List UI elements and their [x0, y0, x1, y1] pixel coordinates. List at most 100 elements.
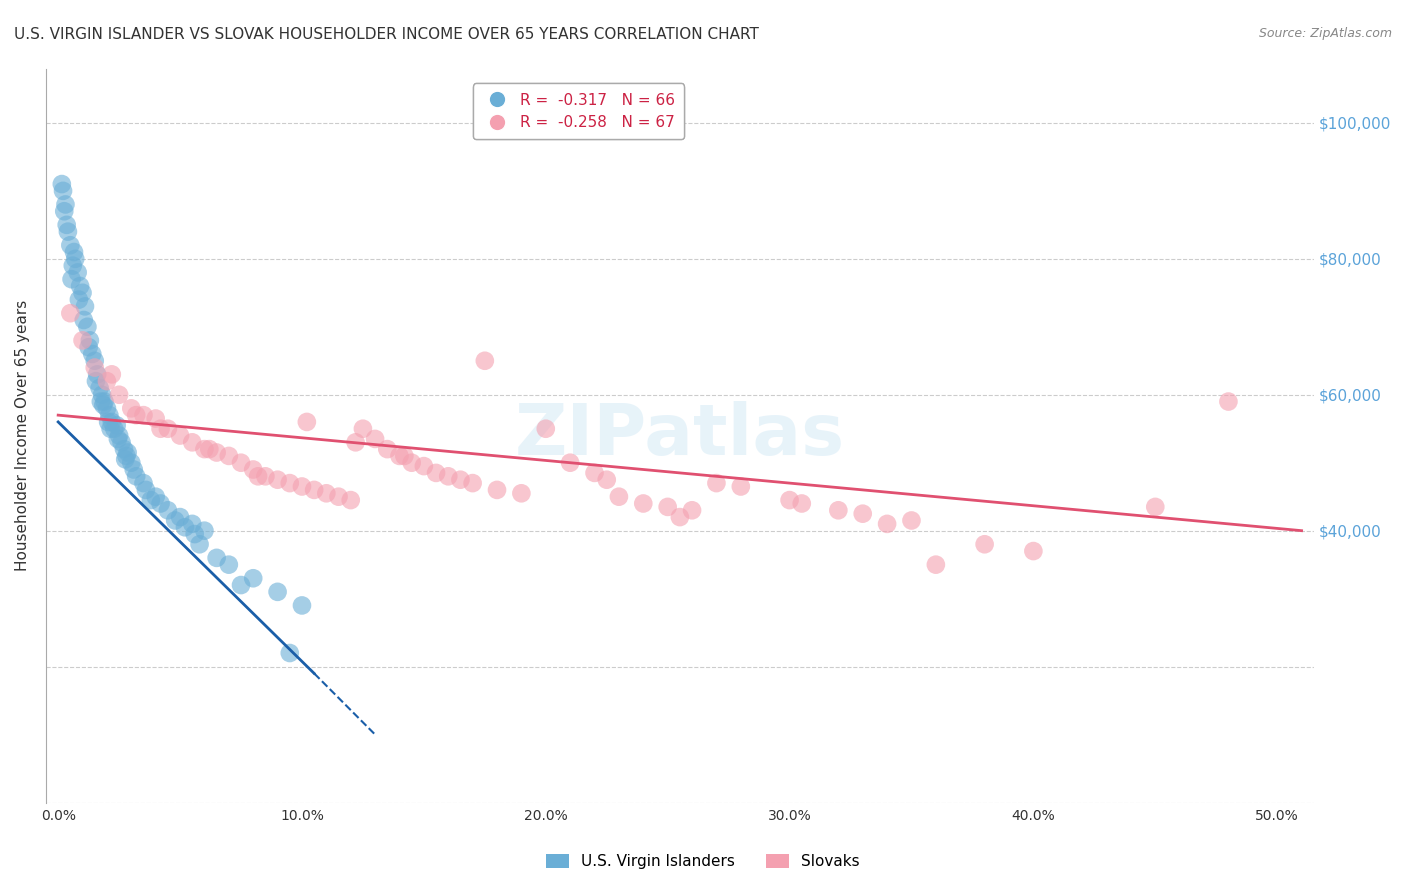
- Point: [96, 374, 118, 388]
- Point: [65, 252, 87, 266]
- Point: [229, 578, 252, 592]
- Point: [254, 469, 277, 483]
- Point: [375, 442, 398, 456]
- Point: [315, 486, 337, 500]
- Point: [83, 353, 105, 368]
- Point: [149, 422, 172, 436]
- Point: [73, 299, 96, 313]
- Point: [62, 259, 84, 273]
- Point: [77, 340, 100, 354]
- Point: [79, 334, 101, 348]
- Point: [401, 456, 423, 470]
- Point: [633, 496, 655, 510]
- Point: [247, 469, 270, 483]
- Point: [181, 516, 204, 531]
- Point: [67, 293, 90, 307]
- Legend: U.S. Virgin Islanders, Slovaks: U.S. Virgin Islanders, Slovaks: [540, 848, 866, 875]
- Point: [55, 218, 77, 232]
- Point: [165, 514, 187, 528]
- Point: [278, 476, 301, 491]
- Point: [53, 204, 76, 219]
- Point: [139, 493, 162, 508]
- Point: [91, 398, 114, 412]
- Point: [534, 422, 557, 436]
- Point: [72, 334, 94, 348]
- Point: [72, 285, 94, 300]
- Point: [198, 442, 221, 456]
- Point: [1144, 500, 1167, 514]
- Point: [91, 388, 114, 402]
- Point: [1218, 394, 1240, 409]
- Point: [125, 469, 148, 483]
- Point: [112, 442, 135, 456]
- Point: [145, 411, 167, 425]
- Point: [183, 527, 205, 541]
- Point: [135, 483, 157, 497]
- Point: [560, 456, 582, 470]
- Point: [60, 272, 83, 286]
- Point: [827, 503, 849, 517]
- Point: [89, 381, 111, 395]
- Point: [93, 394, 115, 409]
- Point: [229, 456, 252, 470]
- Point: [352, 422, 374, 436]
- Point: [485, 483, 508, 497]
- Point: [149, 496, 172, 510]
- Point: [425, 466, 447, 480]
- Point: [56, 225, 79, 239]
- Point: [69, 279, 91, 293]
- Point: [344, 435, 367, 450]
- Point: [295, 415, 318, 429]
- Point: [105, 418, 128, 433]
- Point: [790, 496, 813, 510]
- Point: [328, 490, 350, 504]
- Point: [59, 306, 82, 320]
- Point: [412, 459, 434, 474]
- Point: [193, 524, 215, 538]
- Point: [278, 646, 301, 660]
- Point: [973, 537, 995, 551]
- Point: [174, 520, 197, 534]
- Text: Source: ZipAtlas.com: Source: ZipAtlas.com: [1258, 27, 1392, 40]
- Point: [169, 428, 191, 442]
- Point: [110, 435, 132, 450]
- Point: [242, 571, 264, 585]
- Point: [76, 319, 98, 334]
- Point: [900, 514, 922, 528]
- Point: [132, 408, 155, 422]
- Point: [291, 599, 314, 613]
- Point: [122, 462, 145, 476]
- Point: [125, 408, 148, 422]
- Point: [107, 432, 129, 446]
- Point: [706, 476, 728, 491]
- Point: [583, 466, 606, 480]
- Point: [449, 473, 471, 487]
- Point: [59, 238, 82, 252]
- Point: [388, 449, 411, 463]
- Point: [132, 476, 155, 491]
- Point: [73, 313, 96, 327]
- Point: [474, 353, 496, 368]
- Point: [596, 473, 619, 487]
- Point: [114, 452, 136, 467]
- Point: [51, 177, 73, 191]
- Point: [266, 473, 288, 487]
- Point: [145, 490, 167, 504]
- Point: [97, 415, 120, 429]
- Point: [779, 493, 801, 508]
- Point: [266, 585, 288, 599]
- Point: [120, 401, 142, 416]
- Y-axis label: Householder Income Over 65 years: Householder Income Over 65 years: [15, 300, 30, 571]
- Point: [510, 486, 533, 500]
- Point: [63, 245, 86, 260]
- Point: [437, 469, 460, 483]
- Point: [302, 483, 325, 497]
- Point: [730, 479, 752, 493]
- Point: [181, 435, 204, 450]
- Point: [98, 408, 121, 422]
- Point: [156, 503, 179, 517]
- Point: [117, 445, 139, 459]
- Point: [84, 374, 107, 388]
- Point: [86, 368, 108, 382]
- Text: ZIPatlas: ZIPatlas: [515, 401, 845, 470]
